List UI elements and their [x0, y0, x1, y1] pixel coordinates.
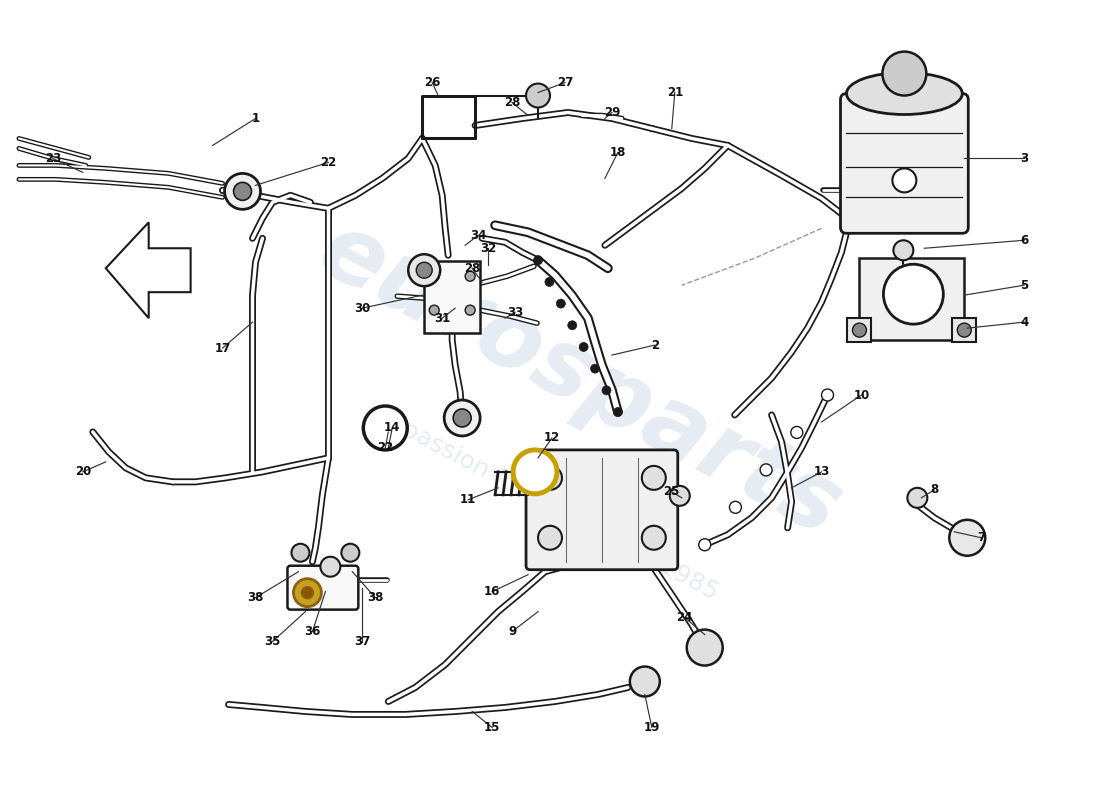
Circle shape: [893, 240, 913, 260]
Circle shape: [591, 364, 600, 373]
Circle shape: [320, 557, 340, 577]
Circle shape: [465, 271, 475, 282]
Circle shape: [698, 538, 711, 550]
Circle shape: [513, 450, 557, 494]
Circle shape: [534, 256, 542, 265]
Circle shape: [908, 488, 927, 508]
Text: 8: 8: [931, 483, 938, 496]
Text: 13: 13: [813, 466, 829, 478]
FancyBboxPatch shape: [847, 318, 871, 342]
Text: 4: 4: [1020, 316, 1028, 329]
Circle shape: [852, 323, 867, 337]
Text: 11: 11: [460, 494, 476, 506]
Circle shape: [301, 586, 314, 598]
Circle shape: [670, 486, 690, 506]
Text: 25: 25: [663, 486, 680, 498]
Circle shape: [526, 83, 550, 107]
FancyBboxPatch shape: [526, 450, 678, 570]
Circle shape: [641, 526, 666, 550]
Text: 16: 16: [484, 585, 500, 598]
Text: 27: 27: [557, 76, 573, 89]
FancyBboxPatch shape: [840, 94, 968, 234]
FancyBboxPatch shape: [287, 566, 359, 610]
Circle shape: [544, 278, 554, 286]
Circle shape: [568, 321, 576, 330]
Circle shape: [630, 666, 660, 697]
Text: 26: 26: [424, 76, 440, 89]
Text: 1: 1: [252, 112, 260, 125]
Text: 17: 17: [214, 342, 231, 354]
Text: 38: 38: [367, 591, 384, 604]
Text: eurosparts: eurosparts: [302, 204, 857, 557]
Circle shape: [341, 544, 360, 562]
Text: 14: 14: [384, 422, 400, 434]
Circle shape: [883, 264, 944, 324]
FancyBboxPatch shape: [953, 318, 977, 342]
Circle shape: [224, 174, 261, 210]
Circle shape: [233, 182, 252, 200]
Circle shape: [363, 406, 407, 450]
Text: 36: 36: [305, 625, 320, 638]
Circle shape: [408, 254, 440, 286]
Text: 31: 31: [434, 312, 450, 325]
Text: 37: 37: [354, 635, 371, 648]
Circle shape: [791, 426, 803, 438]
Text: 3: 3: [1020, 152, 1028, 165]
Text: 24: 24: [676, 611, 693, 624]
Circle shape: [602, 386, 610, 394]
Text: 30: 30: [354, 302, 371, 314]
Text: 22: 22: [377, 442, 394, 454]
Text: 38: 38: [248, 591, 264, 604]
Text: 7: 7: [977, 531, 986, 544]
Text: 23: 23: [45, 152, 60, 165]
FancyBboxPatch shape: [859, 258, 965, 340]
Ellipse shape: [847, 73, 962, 114]
Circle shape: [557, 299, 565, 308]
Circle shape: [729, 502, 741, 514]
Text: 35: 35: [264, 635, 280, 648]
Text: 29: 29: [604, 106, 620, 119]
Circle shape: [760, 464, 772, 476]
Circle shape: [538, 526, 562, 550]
Circle shape: [416, 262, 432, 278]
Text: 20: 20: [75, 466, 91, 478]
Text: a passion for parts since 1985: a passion for parts since 1985: [377, 406, 723, 604]
Text: 34: 34: [470, 229, 486, 242]
Circle shape: [822, 389, 834, 401]
Text: 9: 9: [508, 625, 516, 638]
Text: 15: 15: [484, 721, 500, 734]
Polygon shape: [106, 222, 190, 318]
Circle shape: [453, 409, 471, 427]
Circle shape: [641, 466, 666, 490]
Text: 28: 28: [464, 262, 481, 274]
Circle shape: [614, 407, 623, 417]
Circle shape: [292, 544, 309, 562]
Circle shape: [294, 578, 321, 606]
Text: 12: 12: [543, 431, 560, 445]
Text: 32: 32: [480, 242, 496, 254]
Circle shape: [429, 271, 439, 282]
Text: 10: 10: [854, 389, 870, 402]
Circle shape: [957, 323, 971, 337]
Circle shape: [538, 466, 562, 490]
Text: 33: 33: [507, 306, 524, 318]
Text: 22: 22: [320, 156, 337, 169]
Text: 18: 18: [609, 146, 626, 159]
Text: 28: 28: [504, 96, 520, 109]
Text: 2: 2: [651, 338, 659, 351]
FancyBboxPatch shape: [425, 262, 480, 333]
Text: 19: 19: [644, 721, 660, 734]
Circle shape: [444, 400, 480, 436]
Text: 6: 6: [1020, 234, 1028, 246]
Text: 5: 5: [1020, 278, 1028, 292]
Circle shape: [949, 520, 986, 556]
Circle shape: [882, 52, 926, 95]
Circle shape: [429, 305, 439, 315]
Circle shape: [892, 169, 916, 192]
Circle shape: [580, 342, 588, 351]
Circle shape: [465, 305, 475, 315]
Text: 21: 21: [667, 86, 683, 99]
Circle shape: [686, 630, 723, 666]
